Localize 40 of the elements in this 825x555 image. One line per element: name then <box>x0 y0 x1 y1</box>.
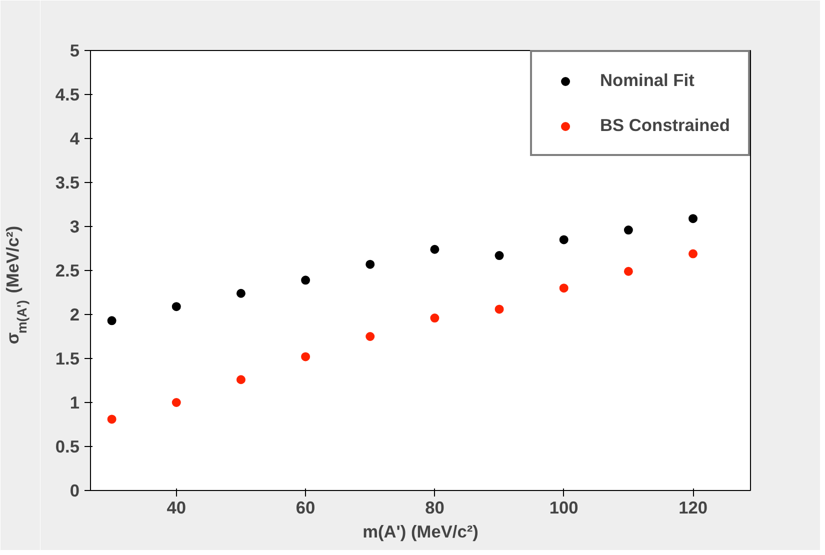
y-axis-title: σm(A') (MeV/c²) <box>2 226 30 344</box>
point <box>559 284 568 293</box>
y-tick-label: 4.5 <box>55 84 80 104</box>
point <box>236 375 246 384</box>
y-tick-label: 4 <box>70 128 80 148</box>
y-tick-label: 5 <box>70 40 80 60</box>
legend-label: BS Constrained <box>600 115 730 136</box>
y-tick-label: 0.5 <box>55 436 80 456</box>
point <box>494 251 504 260</box>
point <box>688 214 698 224</box>
point <box>559 235 568 244</box>
point <box>624 266 633 276</box>
point <box>366 260 375 269</box>
y-tick-label: 2 <box>70 304 80 324</box>
point <box>430 244 440 254</box>
legend-label: Nominal Fit <box>600 70 694 91</box>
point <box>107 414 116 424</box>
y-tick-label: 0 <box>70 480 80 500</box>
y-tick-label: 2.5 <box>55 260 80 280</box>
point <box>430 314 440 323</box>
point <box>236 288 246 298</box>
x-tick-label: 80 <box>425 498 444 518</box>
x-tick-label: 120 <box>678 498 708 518</box>
x-tick-label: 60 <box>296 498 316 518</box>
y-tick-label: 1.5 <box>55 348 80 368</box>
y-tick-label: 1 <box>70 392 80 412</box>
point <box>366 332 375 341</box>
point <box>301 352 310 362</box>
y-tick-label: 3.5 <box>55 172 80 192</box>
y-tick-label: 3 <box>70 216 80 236</box>
point <box>172 398 181 407</box>
point <box>494 304 504 314</box>
x-axis-title: m(A') (MeV/c²) <box>362 522 478 542</box>
point <box>301 276 310 285</box>
point <box>624 226 633 235</box>
point <box>107 316 116 326</box>
x-tick-label: 40 <box>166 498 186 518</box>
x-tick-label: 100 <box>549 498 578 518</box>
point <box>688 249 698 258</box>
point <box>172 302 181 312</box>
